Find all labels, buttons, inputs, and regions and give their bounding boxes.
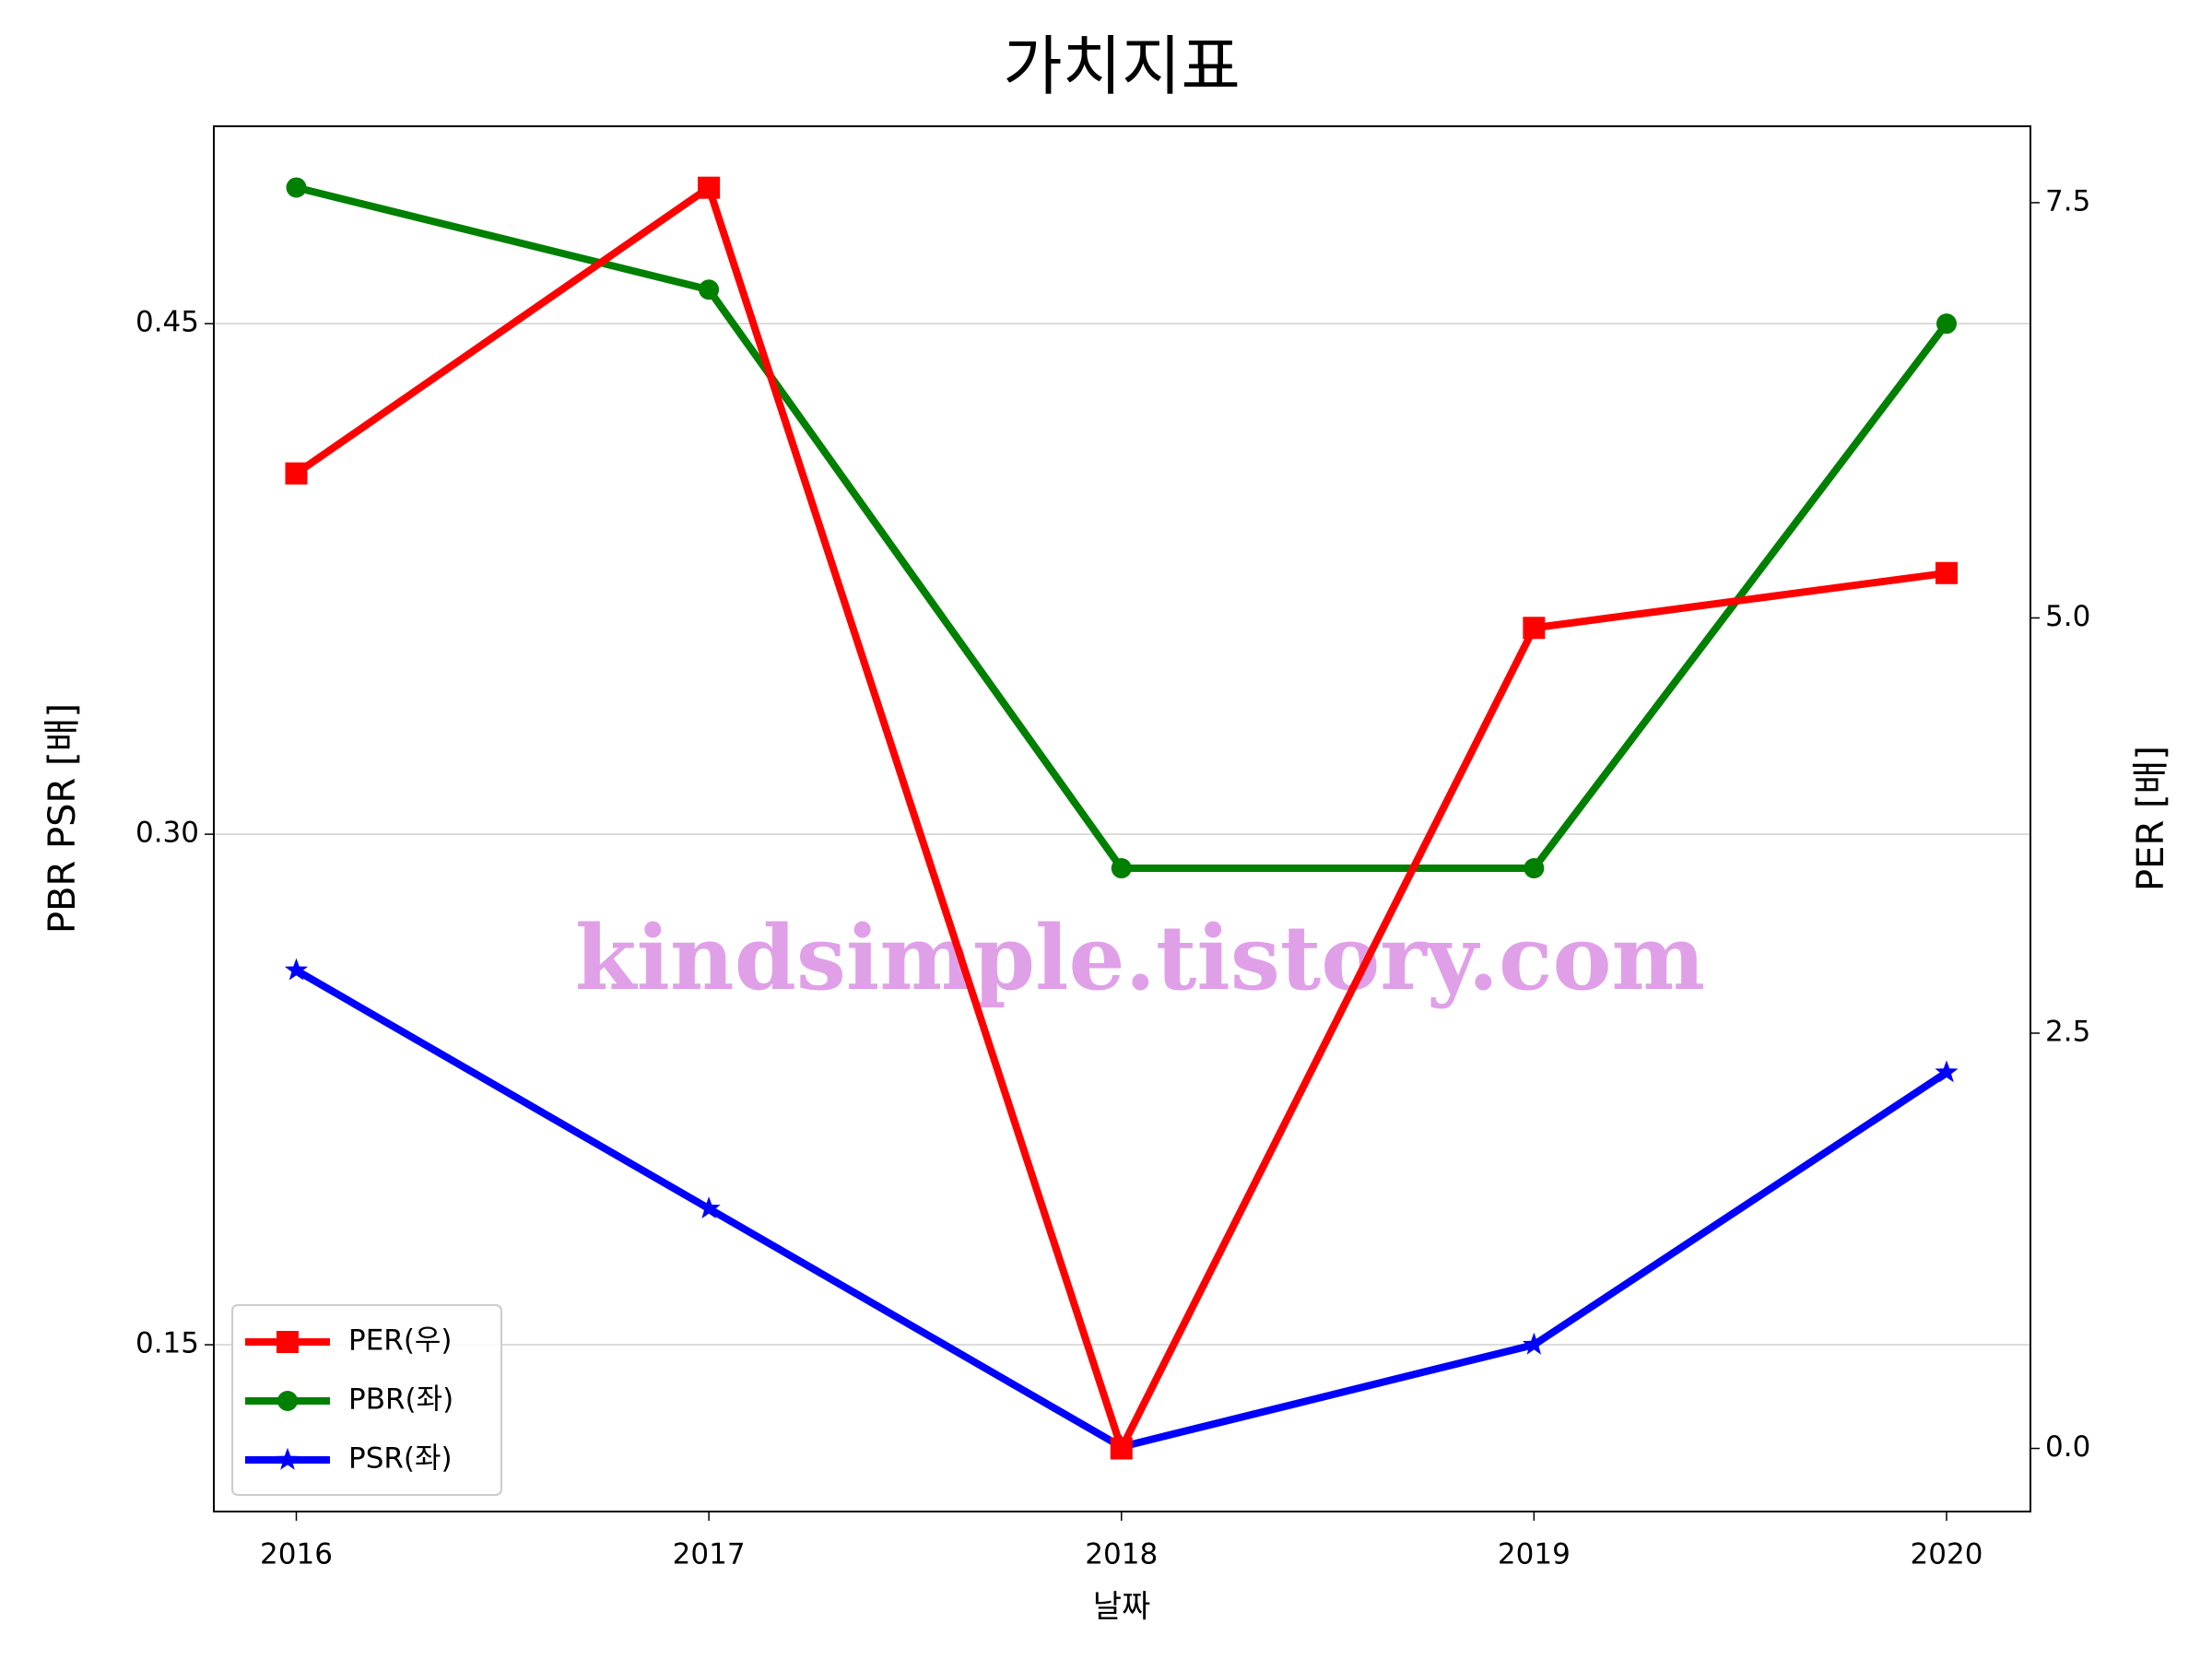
y2-tick-label: 2.5 xyxy=(2045,1015,2090,1048)
legend-marker xyxy=(276,1331,299,1353)
legend-label: PER(우) xyxy=(348,1324,453,1358)
y2-axis-label: PER [배] xyxy=(2130,746,2172,891)
chart-title: 가치지표 xyxy=(1003,29,1241,104)
marker xyxy=(284,958,309,981)
legend-marker xyxy=(276,1447,300,1470)
x-tick-label: 2020 xyxy=(1911,1538,1983,1571)
marker xyxy=(286,177,307,198)
legend-label: PSR(좌) xyxy=(348,1442,453,1476)
marker xyxy=(1935,1060,1959,1083)
y-tick-label: 0.30 xyxy=(135,817,199,850)
x-tick-label: 2016 xyxy=(260,1538,333,1571)
marker xyxy=(697,1196,721,1218)
legend-marker xyxy=(277,1391,298,1411)
watermark: kindsimple.tistory.com xyxy=(575,906,1705,1010)
y-tick-label: 0.15 xyxy=(135,1327,199,1360)
marker xyxy=(1936,313,1957,335)
plot-frame xyxy=(213,125,2031,1512)
y2-tick-label: 5.0 xyxy=(2045,600,2090,633)
y-tick-label: 0.45 xyxy=(135,306,199,339)
marker xyxy=(698,176,721,199)
marker xyxy=(1524,858,1545,879)
legend-box xyxy=(231,1304,502,1496)
marker xyxy=(1523,617,1546,640)
marker xyxy=(699,279,720,300)
marker xyxy=(1110,1437,1133,1460)
marker xyxy=(1522,1332,1546,1355)
marker xyxy=(1936,561,1958,584)
x-axis-label: 날짜 xyxy=(1093,1589,1151,1626)
y2-tick-label: 0.0 xyxy=(2045,1430,2090,1464)
y-axis-label: PBR PSR [배] xyxy=(41,703,84,934)
x-tick-label: 2018 xyxy=(1085,1538,1158,1571)
legend-label: PBR(좌) xyxy=(348,1383,453,1417)
x-tick-label: 2019 xyxy=(1498,1538,1571,1571)
y2-tick-label: 7.5 xyxy=(2045,184,2090,218)
marker xyxy=(1111,858,1132,879)
x-tick-label: 2017 xyxy=(673,1538,746,1571)
marker xyxy=(285,462,308,485)
